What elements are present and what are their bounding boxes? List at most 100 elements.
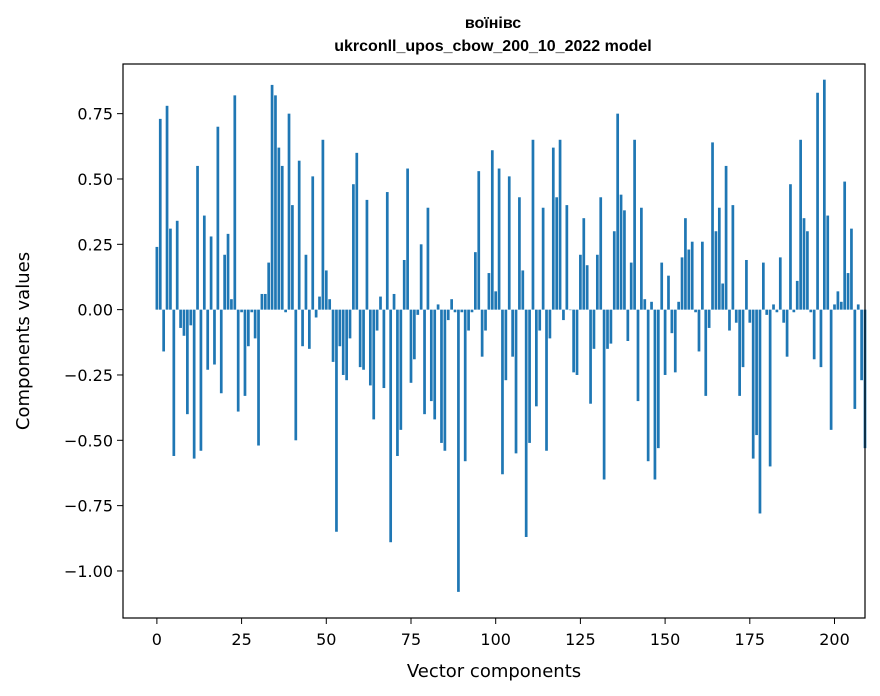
bar-component-121	[565, 205, 569, 310]
bar-component-89	[457, 309, 460, 592]
bar-component-132	[602, 309, 606, 480]
bar-component-166	[717, 207, 721, 310]
bar-component-204	[846, 273, 850, 310]
bar-component-85	[443, 309, 447, 451]
x-axis-ticks: 0 25 50 75 100 125 150 175 200	[152, 618, 850, 649]
x-tick-label: 100	[480, 630, 511, 649]
bar-component-77	[416, 309, 420, 315]
bar-component-137	[619, 194, 623, 310]
bar-component-151	[667, 275, 670, 310]
x-tick-label: 200	[819, 630, 850, 649]
bar-component-183	[775, 309, 779, 313]
bar-component-44	[304, 254, 308, 310]
bar-component-61	[362, 309, 365, 370]
bar-component-66	[379, 296, 382, 310]
bar-component-163	[707, 309, 711, 328]
bar-component-2	[162, 309, 166, 352]
bar-component-93	[470, 309, 474, 313]
bar-component-185	[782, 309, 786, 323]
bar-component-104	[507, 176, 511, 310]
bar-component-128	[589, 309, 592, 404]
bar-component-42	[297, 160, 301, 310]
bar-component-86	[446, 309, 450, 321]
chart-title-line-2: ukrconll_upos_cbow_200_10_2022 model	[334, 38, 651, 55]
bar-component-135	[612, 231, 616, 310]
bar-component-197	[822, 79, 826, 310]
bar-component-84	[440, 309, 443, 443]
bar-component-68	[385, 192, 389, 310]
bar-component-178	[758, 309, 762, 514]
y-tick-label: 0.50	[77, 170, 113, 189]
bar-component-156	[684, 218, 687, 310]
bar-component-161	[701, 241, 704, 310]
bar-component-126	[582, 218, 586, 310]
bar-component-49	[321, 139, 325, 310]
bar-component-6	[175, 220, 179, 310]
bar-component-167	[721, 283, 725, 310]
bar-component-196	[819, 309, 823, 368]
bar-component-171	[734, 309, 738, 323]
bar-component-5	[172, 309, 176, 456]
bar-component-200	[833, 304, 836, 310]
bar-component-115	[545, 309, 548, 451]
bar-component-22	[230, 299, 233, 310]
bar-component-65	[375, 309, 379, 331]
bar-component-105	[511, 309, 514, 357]
bar-component-103	[504, 309, 508, 381]
bar-component-7	[179, 309, 182, 328]
bar-component-8	[182, 309, 186, 336]
bar-component-208	[860, 309, 863, 381]
bar-component-21	[226, 233, 230, 310]
bar-component-41	[294, 309, 298, 441]
bar-component-139	[626, 309, 630, 341]
bar-component-88	[453, 309, 457, 313]
bar-component-116	[548, 309, 552, 339]
bar-component-169	[728, 309, 731, 331]
bar-component-136	[616, 113, 620, 310]
bar-component-13	[199, 309, 203, 451]
bar-component-170	[731, 205, 735, 310]
bar-component-94	[474, 252, 477, 310]
bar-component-194	[812, 309, 816, 360]
x-tick-label: 125	[565, 630, 596, 649]
bar-component-67	[382, 309, 386, 389]
bar-component-130	[595, 254, 599, 310]
y-tick-label: −0.75	[64, 497, 113, 516]
bar-component-145	[646, 309, 650, 462]
bar-component-3	[165, 105, 169, 310]
bar-component-35	[274, 95, 277, 310]
bar-component-18	[216, 126, 220, 310]
bar-component-168	[724, 165, 728, 310]
bar-component-50	[324, 270, 328, 310]
bar-component-147	[653, 309, 657, 480]
bar-component-141	[633, 139, 636, 310]
bar-component-101	[497, 168, 501, 310]
x-tick-label: 75	[401, 630, 421, 649]
bar-component-113	[538, 309, 542, 331]
bar-component-125	[579, 254, 582, 310]
bar-component-23	[233, 95, 237, 310]
x-tick-label: 175	[735, 630, 766, 649]
bar-component-158	[690, 241, 694, 310]
bar-component-112	[535, 309, 538, 407]
bar-component-120	[562, 309, 565, 321]
bar-component-203	[843, 181, 847, 310]
bar-component-4	[169, 228, 172, 310]
bar-component-30	[257, 309, 260, 446]
bar-component-10	[189, 309, 193, 326]
bar-series	[155, 79, 867, 592]
bar-component-33	[267, 262, 271, 310]
bar-component-184	[778, 257, 782, 310]
x-tick-label: 150	[650, 630, 681, 649]
chart-title-line-1: воїнівс	[465, 15, 521, 32]
bar-component-78	[419, 244, 423, 310]
bar-component-32	[263, 293, 267, 310]
bar-component-57	[348, 309, 352, 339]
plot-frame	[122, 63, 866, 619]
bar-component-122	[568, 309, 572, 311]
bar-component-159	[694, 309, 697, 313]
bar-component-100	[494, 291, 498, 310]
y-tick-label: −0.50	[64, 431, 113, 450]
bar-component-192	[806, 231, 809, 310]
